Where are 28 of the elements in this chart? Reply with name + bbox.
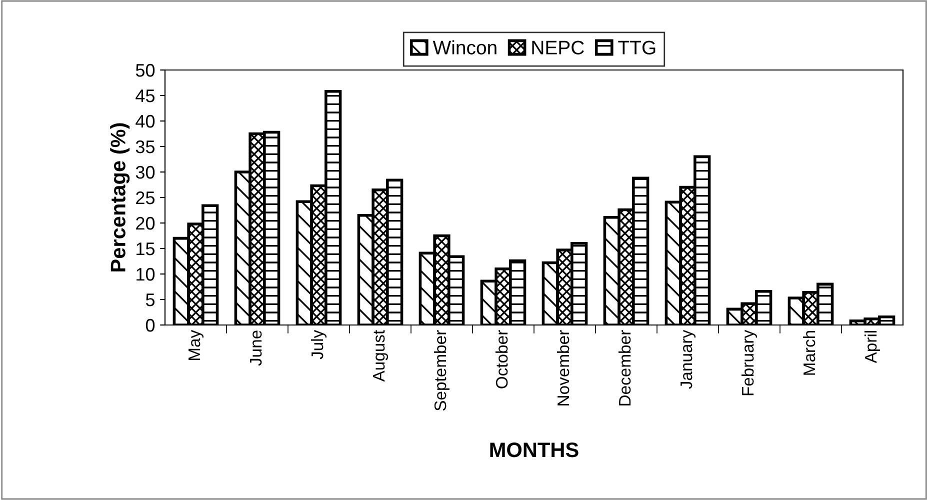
- y-tick-label: 0: [146, 318, 155, 332]
- x-tick-label: March: [802, 330, 816, 375]
- y-tick-label: 25: [136, 191, 155, 204]
- y-tick-label: 15: [136, 242, 155, 256]
- legend-label: Wincon: [432, 40, 496, 54]
- x-tick-label: July: [310, 330, 327, 360]
- y-tick-label: 40: [136, 114, 155, 128]
- x-tick-label: June: [250, 330, 262, 366]
- y-tick-label: 10: [136, 268, 155, 281]
- y-tick-label: 30: [136, 166, 155, 179]
- y-axis-title: Percentage (%): [110, 123, 130, 272]
- x-tick-label: April: [864, 330, 880, 364]
- x-tick-label: November: [556, 330, 570, 406]
- x-tick-label: January: [680, 330, 696, 389]
- x-tick-label: August: [373, 330, 388, 382]
- y-tick-label: 50: [136, 64, 155, 77]
- x-tick-label: September: [434, 330, 450, 411]
- legend-label: TTG: [618, 40, 656, 54]
- y-tick-label: 35: [136, 140, 155, 154]
- x-tick-label: December: [618, 330, 631, 406]
- y-tick-label: 20: [136, 216, 155, 230]
- x-tick-label: May: [188, 330, 204, 360]
- x-tick-label: February: [741, 330, 758, 396]
- y-tick-label: 5: [146, 294, 155, 306]
- x-axis-title: MONTHS: [490, 442, 578, 458]
- x-tick-label: October: [495, 330, 508, 388]
- y-tick-label: 45: [136, 90, 155, 102]
- legend-label: NEPC: [532, 40, 584, 54]
